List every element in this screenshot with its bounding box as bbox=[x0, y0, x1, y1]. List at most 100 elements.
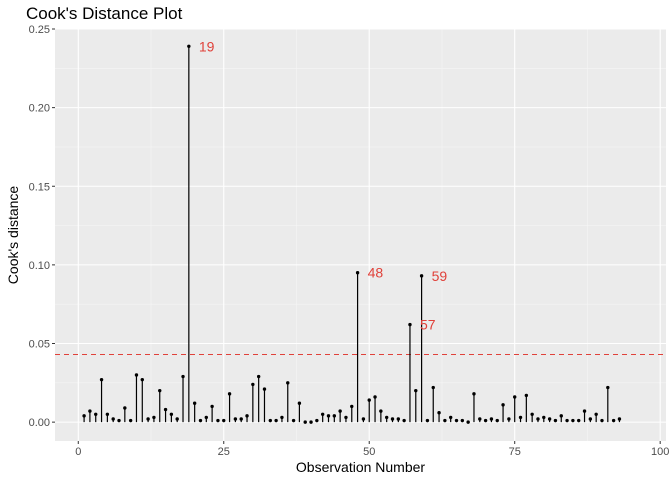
stem-point bbox=[274, 418, 278, 423]
stem-point bbox=[355, 271, 360, 275]
stem-point bbox=[99, 377, 104, 382]
stem-point bbox=[117, 418, 121, 423]
stem-point bbox=[309, 420, 313, 424]
stem-point bbox=[216, 418, 220, 423]
stem-point bbox=[111, 417, 115, 421]
stem-point bbox=[262, 387, 267, 391]
stem-point bbox=[536, 417, 540, 421]
stem-point bbox=[175, 417, 179, 421]
stem-point bbox=[367, 398, 371, 402]
stem-point bbox=[606, 385, 610, 390]
stem-point bbox=[350, 404, 354, 409]
stem-point bbox=[501, 403, 505, 407]
stem-point bbox=[245, 414, 249, 418]
stem-point bbox=[251, 382, 255, 387]
stem-point bbox=[361, 417, 366, 421]
chart-title: Cook's Distance Plot bbox=[26, 4, 183, 23]
y-tick-label: 0.25 bbox=[29, 24, 50, 36]
y-axis-title: Cook's distance bbox=[5, 186, 21, 285]
x-tick-label: 0 bbox=[75, 446, 81, 458]
annotations-layer: 19 48 59 57 bbox=[199, 38, 448, 332]
stem-point bbox=[443, 418, 447, 423]
stem-point bbox=[588, 417, 593, 421]
stem-point bbox=[297, 401, 302, 405]
stem-point bbox=[611, 418, 616, 423]
stem-point bbox=[227, 392, 232, 396]
stem-point bbox=[286, 381, 290, 385]
stem-point bbox=[163, 407, 168, 412]
stem-point bbox=[448, 415, 453, 420]
stem-point bbox=[425, 418, 430, 423]
stems-layer bbox=[82, 44, 622, 424]
stem-point bbox=[291, 418, 296, 423]
stem-point bbox=[565, 418, 569, 423]
stem-point bbox=[489, 417, 494, 421]
stem-point bbox=[617, 417, 622, 421]
stem-point bbox=[123, 406, 127, 410]
stem-point bbox=[577, 418, 581, 423]
annotation-label: 59 bbox=[432, 268, 448, 284]
stem-point bbox=[553, 418, 558, 423]
stem-point bbox=[408, 322, 412, 327]
stem-point bbox=[344, 415, 348, 420]
grid-lines bbox=[55, 28, 666, 441]
stem-point bbox=[495, 418, 499, 423]
stem-point bbox=[419, 274, 424, 278]
x-axis-title: Observation Number bbox=[296, 459, 426, 475]
stem-point bbox=[507, 417, 511, 421]
stem-point bbox=[256, 374, 261, 379]
stem-point bbox=[268, 418, 273, 423]
stem-point bbox=[373, 395, 377, 399]
stem-point bbox=[82, 414, 86, 418]
stem-point bbox=[169, 412, 174, 416]
stem-point bbox=[338, 409, 342, 413]
stem-point bbox=[239, 417, 243, 421]
stem-point bbox=[384, 415, 389, 420]
stem-point bbox=[128, 418, 133, 423]
stem-point bbox=[431, 385, 435, 390]
stem-point bbox=[582, 409, 587, 413]
stem-point bbox=[414, 388, 418, 393]
stem-point bbox=[158, 388, 162, 393]
plot-panel-background bbox=[55, 29, 666, 441]
stem-point bbox=[320, 412, 325, 416]
x-tick-label: 100 bbox=[651, 446, 669, 458]
stem-point bbox=[478, 417, 482, 421]
stem-point bbox=[524, 393, 529, 398]
stem-point bbox=[88, 409, 92, 413]
stem-point bbox=[547, 417, 552, 421]
stem-point bbox=[454, 418, 459, 423]
stem-point bbox=[315, 418, 319, 423]
stem-point bbox=[402, 418, 406, 423]
stem-point bbox=[233, 417, 238, 421]
stem-point bbox=[192, 401, 197, 405]
annotation-label: 19 bbox=[199, 38, 215, 54]
stem-point bbox=[222, 418, 226, 423]
stem-point bbox=[530, 412, 534, 416]
stem-point bbox=[140, 377, 144, 382]
stem-point bbox=[472, 392, 476, 396]
y-tick-label: 0.15 bbox=[29, 181, 50, 193]
stem-point bbox=[303, 420, 307, 424]
stem-point bbox=[559, 414, 563, 418]
stem-point bbox=[466, 420, 470, 424]
stem-point bbox=[204, 415, 208, 420]
stem-point bbox=[542, 415, 546, 420]
stem-point bbox=[379, 409, 383, 413]
stem-point bbox=[437, 410, 441, 415]
annotation-label: 57 bbox=[420, 317, 436, 333]
y-tick-label: 0.10 bbox=[29, 260, 50, 272]
stem-point bbox=[571, 418, 575, 423]
x-tick-label: 50 bbox=[363, 446, 375, 458]
y-tick-label: 0.00 bbox=[29, 417, 50, 429]
stem-point bbox=[594, 412, 598, 416]
y-tick-label: 0.20 bbox=[29, 103, 50, 115]
stem-point bbox=[210, 404, 214, 409]
stem-point bbox=[390, 417, 395, 421]
stem-point bbox=[396, 417, 401, 421]
annotation-label: 48 bbox=[368, 265, 384, 281]
stem-point bbox=[280, 415, 284, 420]
stem-point bbox=[146, 417, 150, 421]
stem-point bbox=[600, 418, 604, 423]
